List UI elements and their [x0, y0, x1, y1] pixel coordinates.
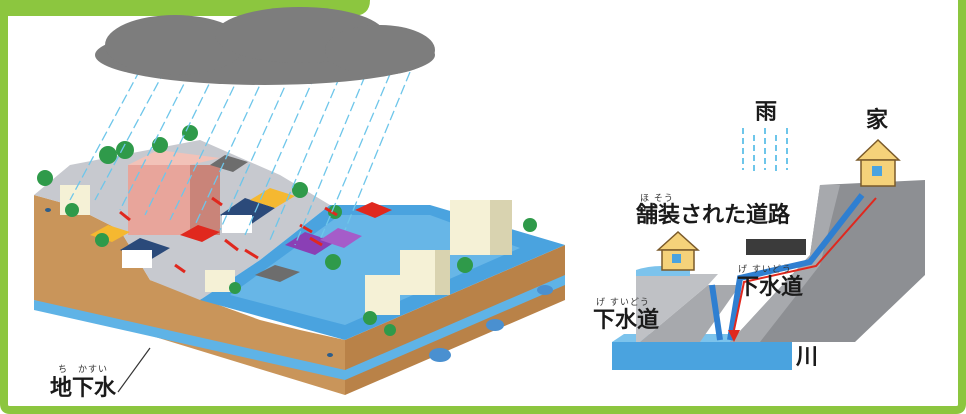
rain-label: 雨 [755, 100, 778, 125]
rain-dashes [742, 128, 788, 172]
houses [90, 155, 392, 282]
paved-road-label: 舗装された道路 [636, 203, 791, 228]
groundwater-ruby: ち かすい [58, 365, 109, 375]
soil-block-right [345, 245, 565, 395]
flow-arrow-head [728, 330, 740, 342]
sewer-ruby-upper: げ すいどう [738, 265, 792, 275]
sewer-ruby-lower: げ すいどう [596, 298, 650, 308]
soil-holes [45, 208, 553, 362]
paved-road [746, 239, 806, 255]
house-right [855, 138, 901, 187]
river [612, 342, 792, 370]
groundwater-leader [117, 347, 151, 393]
groundwater-layer [34, 275, 565, 380]
house-left [656, 230, 700, 271]
left-ground [636, 274, 718, 342]
river-label: 川 [796, 345, 819, 370]
sewer-label-lower: 下水道 [593, 308, 660, 333]
paved-road-ruby: ほ そう [640, 194, 674, 204]
rain-lines [69, 69, 411, 246]
flow-arrow-line [733, 197, 877, 331]
house-label: 家 [866, 108, 889, 133]
sewer-label-upper: 下水道 [737, 275, 804, 300]
groundwater-label: 地下水 [50, 376, 117, 401]
trees [37, 125, 537, 336]
runoff-arrows [119, 196, 338, 274]
sewer-pipes [709, 193, 865, 341]
rain-cloud [95, 7, 435, 85]
